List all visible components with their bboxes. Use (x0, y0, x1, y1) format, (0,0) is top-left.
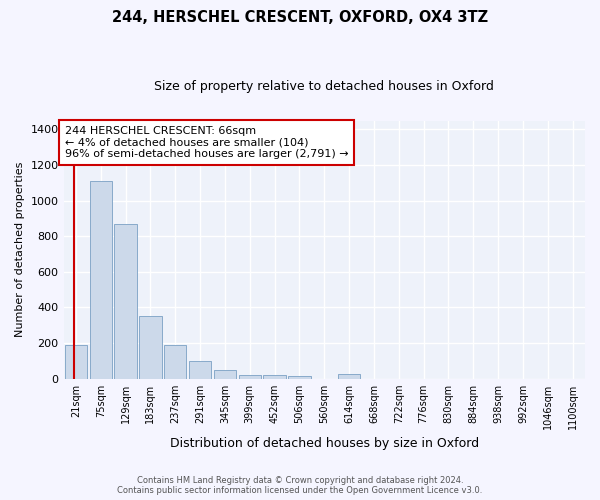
Bar (338, 374, 360, 378)
Bar (214, 370, 236, 378)
Text: Contains HM Land Registry data © Crown copyright and database right 2024.
Contai: Contains HM Land Registry data © Crown c… (118, 476, 482, 495)
Bar (239, 374, 261, 378)
Bar (89, 181, 112, 378)
Bar (263, 375, 286, 378)
Bar (139, 316, 161, 378)
Bar (288, 376, 311, 378)
Bar (164, 344, 187, 378)
Title: Size of property relative to detached houses in Oxford: Size of property relative to detached ho… (154, 80, 494, 93)
Bar (115, 224, 137, 378)
Text: 244, HERSCHEL CRESCENT, OXFORD, OX4 3TZ: 244, HERSCHEL CRESCENT, OXFORD, OX4 3TZ (112, 10, 488, 25)
Y-axis label: Number of detached properties: Number of detached properties (15, 162, 25, 337)
Bar (65, 344, 87, 378)
Text: 244 HERSCHEL CRESCENT: 66sqm
← 4% of detached houses are smaller (104)
96% of se: 244 HERSCHEL CRESCENT: 66sqm ← 4% of det… (65, 126, 349, 159)
Bar (189, 361, 211, 378)
X-axis label: Distribution of detached houses by size in Oxford: Distribution of detached houses by size … (170, 437, 479, 450)
